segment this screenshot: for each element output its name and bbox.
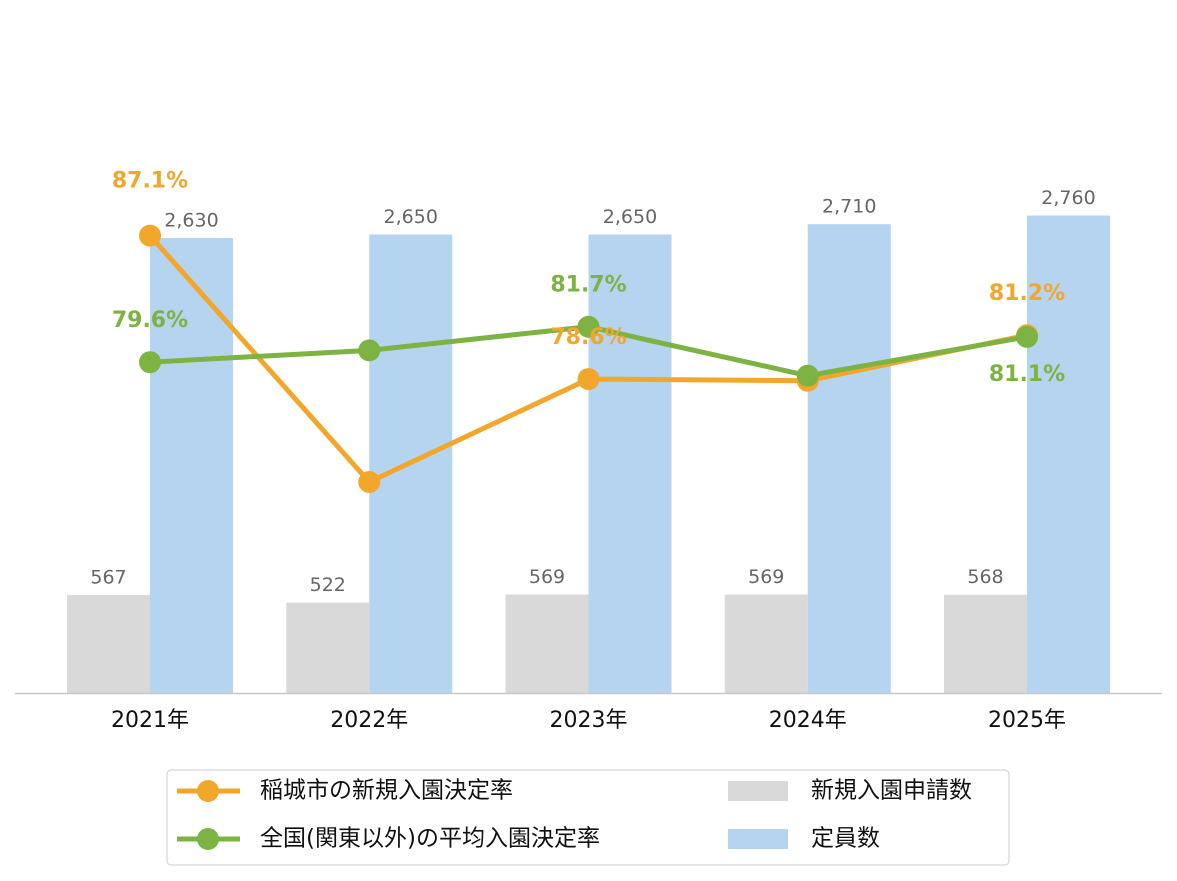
x-tick-label: 2023年 xyxy=(550,708,628,733)
legend-swatch xyxy=(728,781,788,801)
bar-value-label: 522 xyxy=(310,574,346,596)
line-value-label: 81.1% xyxy=(989,362,1065,387)
legend-label: 全国(関東以外)の平均入園決定率 xyxy=(260,826,600,852)
line-value-label: 78.6% xyxy=(550,325,626,350)
bar xyxy=(286,602,370,693)
bar-value-label: 2,630 xyxy=(164,210,218,232)
line-point xyxy=(577,315,600,338)
line-point xyxy=(139,351,161,374)
legend-swatch xyxy=(728,829,788,849)
bar-value-label: 2,650 xyxy=(603,206,657,228)
bar xyxy=(1027,215,1110,693)
legend-box xyxy=(166,769,1010,866)
legend-marker xyxy=(197,780,219,802)
legend-label: 定員数 xyxy=(811,826,880,852)
line-point xyxy=(796,364,819,387)
legend-label: 新規入園申請数 xyxy=(811,778,972,804)
bar xyxy=(944,594,1027,693)
bar-value-label: 569 xyxy=(748,566,784,588)
line-value-label: 81.7% xyxy=(550,273,626,298)
line-value-label: 79.6% xyxy=(112,308,188,333)
bar-value-label: 567 xyxy=(90,566,126,588)
line-value-label: 81.2% xyxy=(989,281,1065,306)
x-tick-label: 2025年 xyxy=(988,708,1066,733)
bar-value-label: 2,710 xyxy=(822,196,876,218)
x-tick-label: 2024年 xyxy=(769,708,847,733)
line-point xyxy=(1016,325,1038,348)
bar-value-label: 569 xyxy=(529,566,565,588)
line-value-label: 87.1% xyxy=(112,169,188,194)
line-point xyxy=(358,339,381,362)
bar xyxy=(67,594,150,693)
legend-label: 稲城市の新規入園決定率 xyxy=(260,778,513,804)
bar xyxy=(588,234,672,694)
line-point xyxy=(139,224,161,247)
bar xyxy=(150,238,233,693)
x-tick-label: 2021年 xyxy=(111,708,189,733)
bar-value-label: 568 xyxy=(967,566,1003,588)
x-tick-label: 2022年 xyxy=(330,708,408,733)
bar xyxy=(505,594,589,693)
bar xyxy=(724,594,808,693)
bar-value-label: 2,650 xyxy=(384,206,438,228)
line-point xyxy=(577,368,600,391)
bar-value-label: 2,760 xyxy=(1041,187,1095,209)
line-point xyxy=(358,471,381,494)
bar xyxy=(807,224,891,694)
legend-marker xyxy=(197,828,219,850)
